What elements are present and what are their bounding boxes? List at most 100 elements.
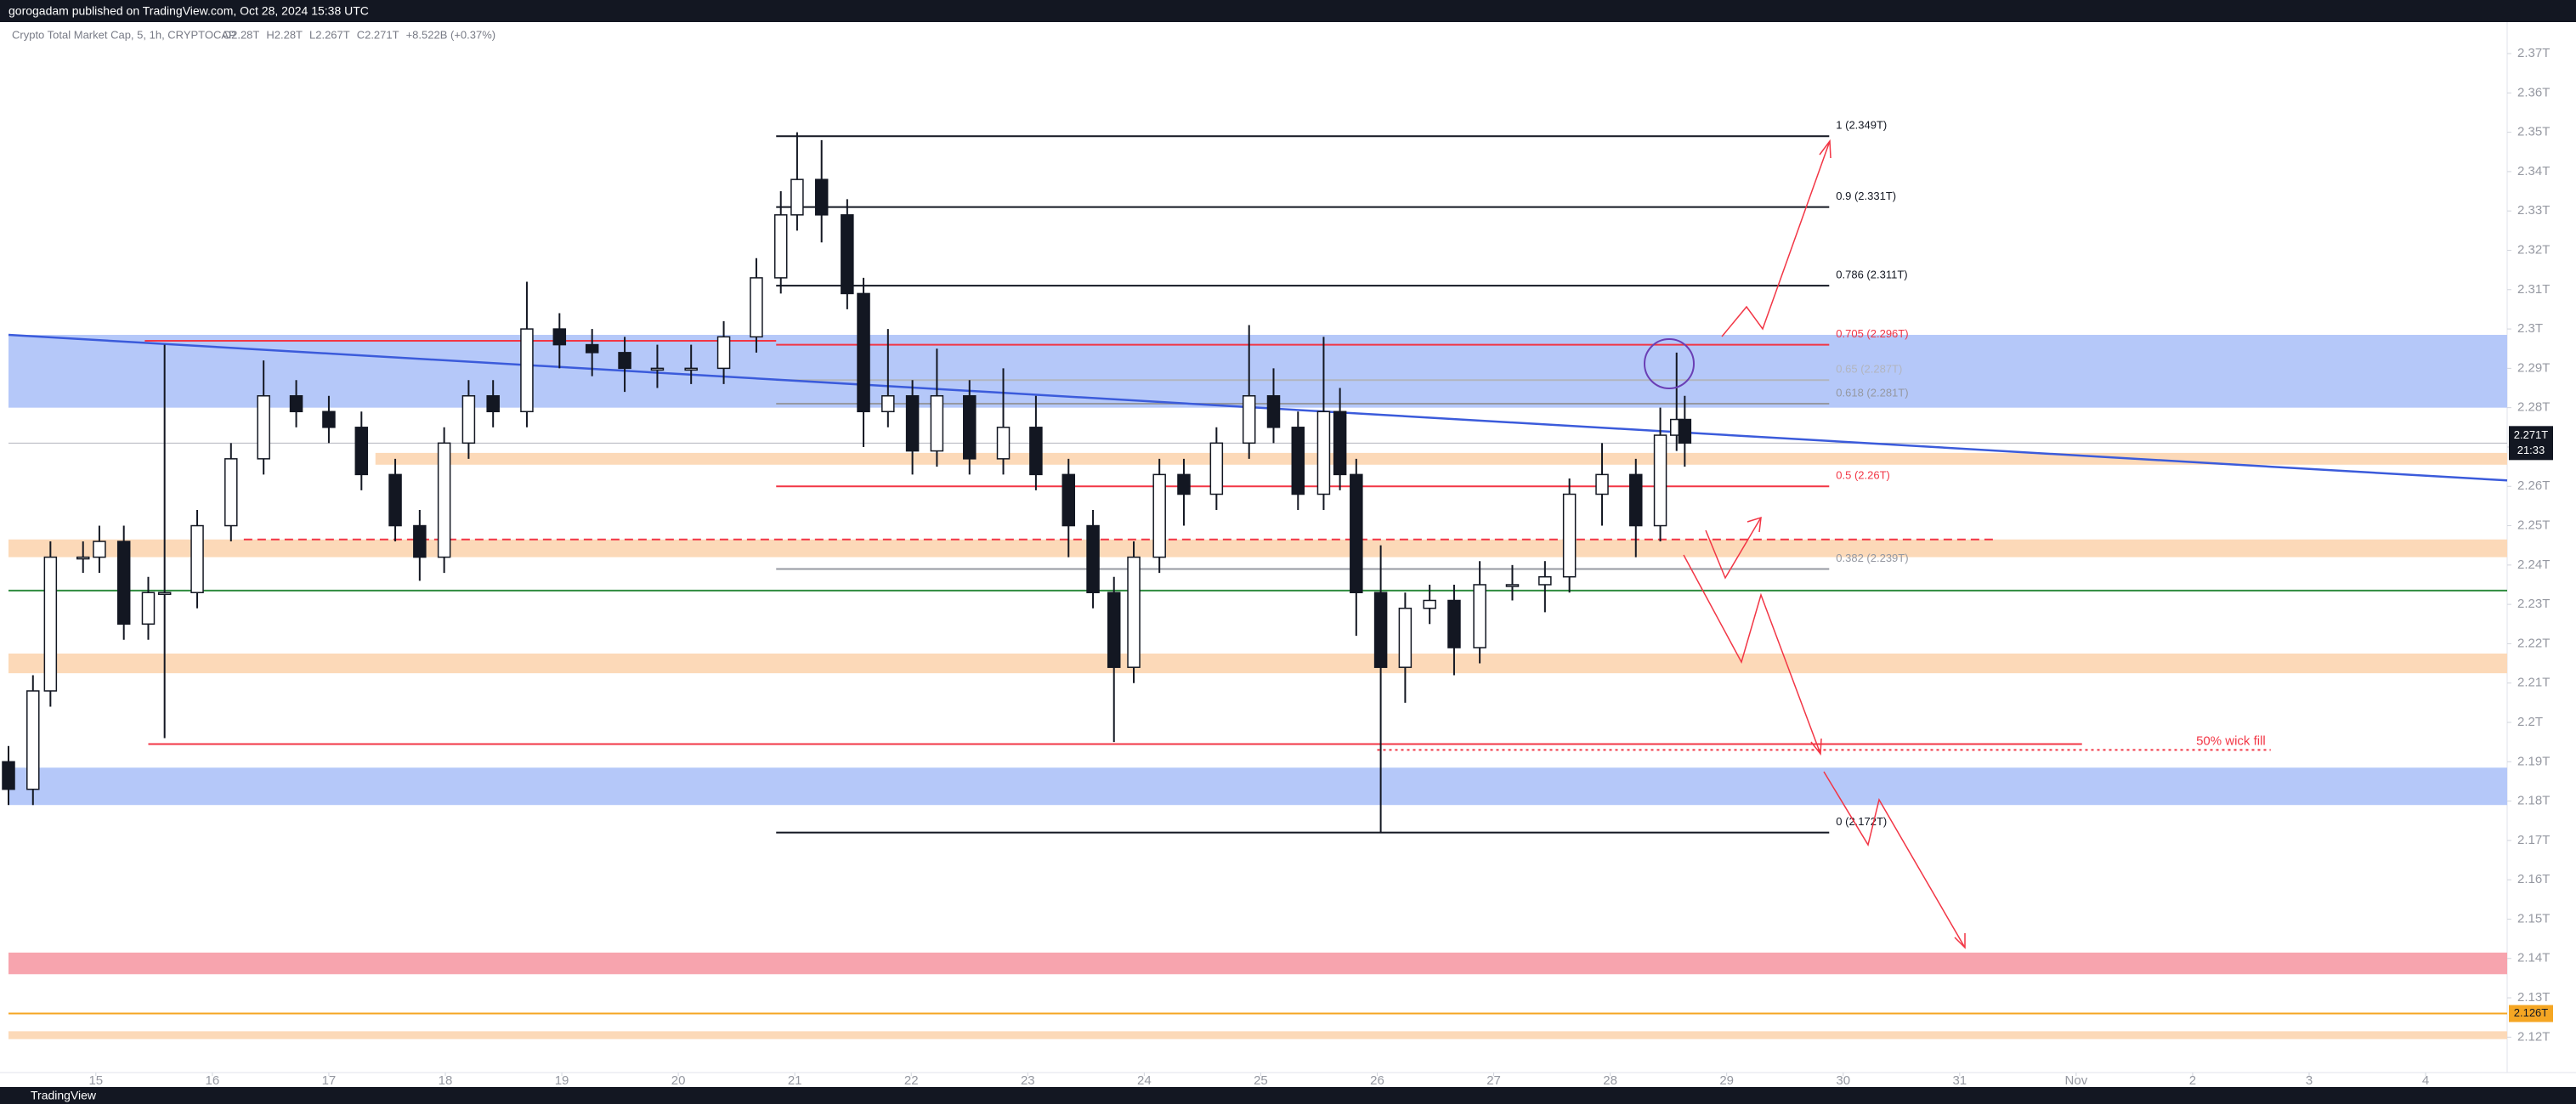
candle-body — [773, 214, 788, 279]
y-tick-label: 2.2T — [2517, 715, 2543, 729]
ohlc-readout: O2.28T H2.28T L2.267T C2.271T +8.522B (+0.37… — [223, 28, 495, 41]
x-tick-label: 21 — [788, 1073, 802, 1088]
candle-body — [141, 592, 156, 626]
x-tick-label: 2 — [2189, 1073, 2196, 1088]
y-tick-label: 2.16T — [2517, 872, 2550, 886]
candle-body — [1350, 473, 1363, 593]
x-tick-label: 17 — [322, 1073, 337, 1088]
arrow-path — [1705, 517, 1762, 580]
candle-body — [2, 761, 15, 790]
candle-body — [930, 395, 944, 452]
zone — [8, 767, 2507, 806]
candle-body — [1177, 473, 1191, 495]
candle-body — [354, 427, 369, 476]
x-tick-label: 26 — [1370, 1073, 1384, 1088]
candle-body — [520, 328, 534, 413]
y-tick-label: 2.14T — [2517, 951, 2550, 965]
x-tick-label: 4 — [2422, 1073, 2429, 1088]
y-tick-label: 2.24T — [2517, 558, 2550, 572]
y-tick-label: 2.33T — [2517, 203, 2550, 218]
fib-label: 0.382 (2.239T) — [1836, 552, 1908, 564]
arrow-head — [1747, 516, 1762, 533]
candle-body — [26, 690, 40, 790]
y-tick-label: 2.21T — [2517, 676, 2550, 690]
candle-body — [1152, 473, 1166, 558]
y-tick-label: 2.19T — [2517, 754, 2550, 768]
candle-body — [322, 410, 336, 428]
candle-body — [1678, 418, 1692, 444]
candle-body — [905, 395, 920, 452]
candle-body — [996, 427, 1011, 460]
y-tick-label: 2.35T — [2517, 125, 2550, 139]
y-tick-label: 2.36T — [2517, 85, 2550, 99]
y-tick-label: 2.17T — [2517, 833, 2550, 847]
plot: 2.12T 2.13T 2.14T 2.15T 2.16T 2.17T 2.18T 2.19T… — [2, 46, 2553, 1088]
candle-body — [585, 343, 599, 354]
y-tick-label: 2.13T — [2517, 990, 2550, 1005]
annotations — [1644, 139, 1966, 949]
candle-body — [116, 541, 131, 626]
ohlc-value: H2.28T — [266, 28, 303, 41]
y-tick-label: 2.22T — [2517, 636, 2550, 650]
level-label: 50% wick fill — [2196, 733, 2266, 748]
fib-label: 1 (2.349T) — [1836, 119, 1887, 132]
candle-body — [1447, 599, 1461, 648]
arrow-path — [1823, 771, 1966, 948]
x-tick-label: 28 — [1603, 1073, 1617, 1088]
x-tick-label: 20 — [671, 1073, 686, 1088]
zone — [8, 653, 2507, 674]
x-tick-label: 23 — [1021, 1073, 1035, 1088]
trendline — [8, 333, 2508, 482]
candle-body — [790, 178, 804, 216]
candle-body — [224, 458, 238, 527]
ohlc-value: C2.271T — [357, 28, 399, 41]
candle-body — [1242, 395, 1256, 444]
candle-body — [963, 395, 977, 460]
candle-body — [1316, 410, 1331, 495]
zone — [8, 335, 2507, 408]
x-tick-label: 18 — [439, 1073, 453, 1088]
candle-body — [1473, 584, 1486, 648]
candle-body — [1107, 592, 1121, 668]
fib-label: 0 (2.172T) — [1836, 815, 1887, 828]
candle-body — [618, 352, 631, 370]
arrow-path — [1683, 554, 1821, 755]
candle-body — [1086, 524, 1100, 593]
candle-body — [552, 328, 567, 346]
candle-body — [1333, 410, 1347, 476]
x-tick-label: 31 — [1952, 1073, 1967, 1088]
zone — [8, 539, 2507, 558]
last-price-box — [2509, 426, 2553, 461]
candle-body — [43, 556, 58, 692]
arrow-head — [1819, 139, 1832, 159]
candle-body — [750, 277, 763, 338]
zone — [375, 452, 2507, 465]
candle-body — [1029, 427, 1043, 476]
fib-label: 0.9 (2.331T) — [1836, 190, 1896, 202]
candle-body — [1209, 442, 1224, 495]
candle-body — [716, 336, 731, 370]
top-bar — [0, 0, 2576, 22]
candle-body — [1373, 592, 1388, 668]
x-tick-label: 27 — [1486, 1073, 1501, 1088]
y-tick-label: 2.37T — [2517, 46, 2550, 60]
y-tick-label: 2.26T — [2517, 478, 2550, 493]
ohlc-value: O2.28T — [223, 28, 259, 41]
y-tick-label: 2.18T — [2517, 794, 2550, 808]
candle-body — [1562, 493, 1577, 578]
zone — [8, 952, 2507, 975]
candle-body — [1291, 427, 1305, 495]
candle-body — [461, 395, 476, 444]
y-tick-label: 2.32T — [2517, 242, 2550, 257]
y-tick-label: 2.3T — [2517, 321, 2543, 336]
zone — [8, 1031, 2507, 1039]
candle-body — [190, 524, 204, 593]
candle-body — [881, 395, 895, 413]
publisher: gorogadam published on TradingView.com, … — [8, 4, 369, 18]
candle-body — [1505, 584, 1520, 587]
y-tick-label: 2.23T — [2517, 597, 2550, 611]
candle-body — [684, 367, 698, 371]
arrow-head — [1810, 738, 1822, 756]
